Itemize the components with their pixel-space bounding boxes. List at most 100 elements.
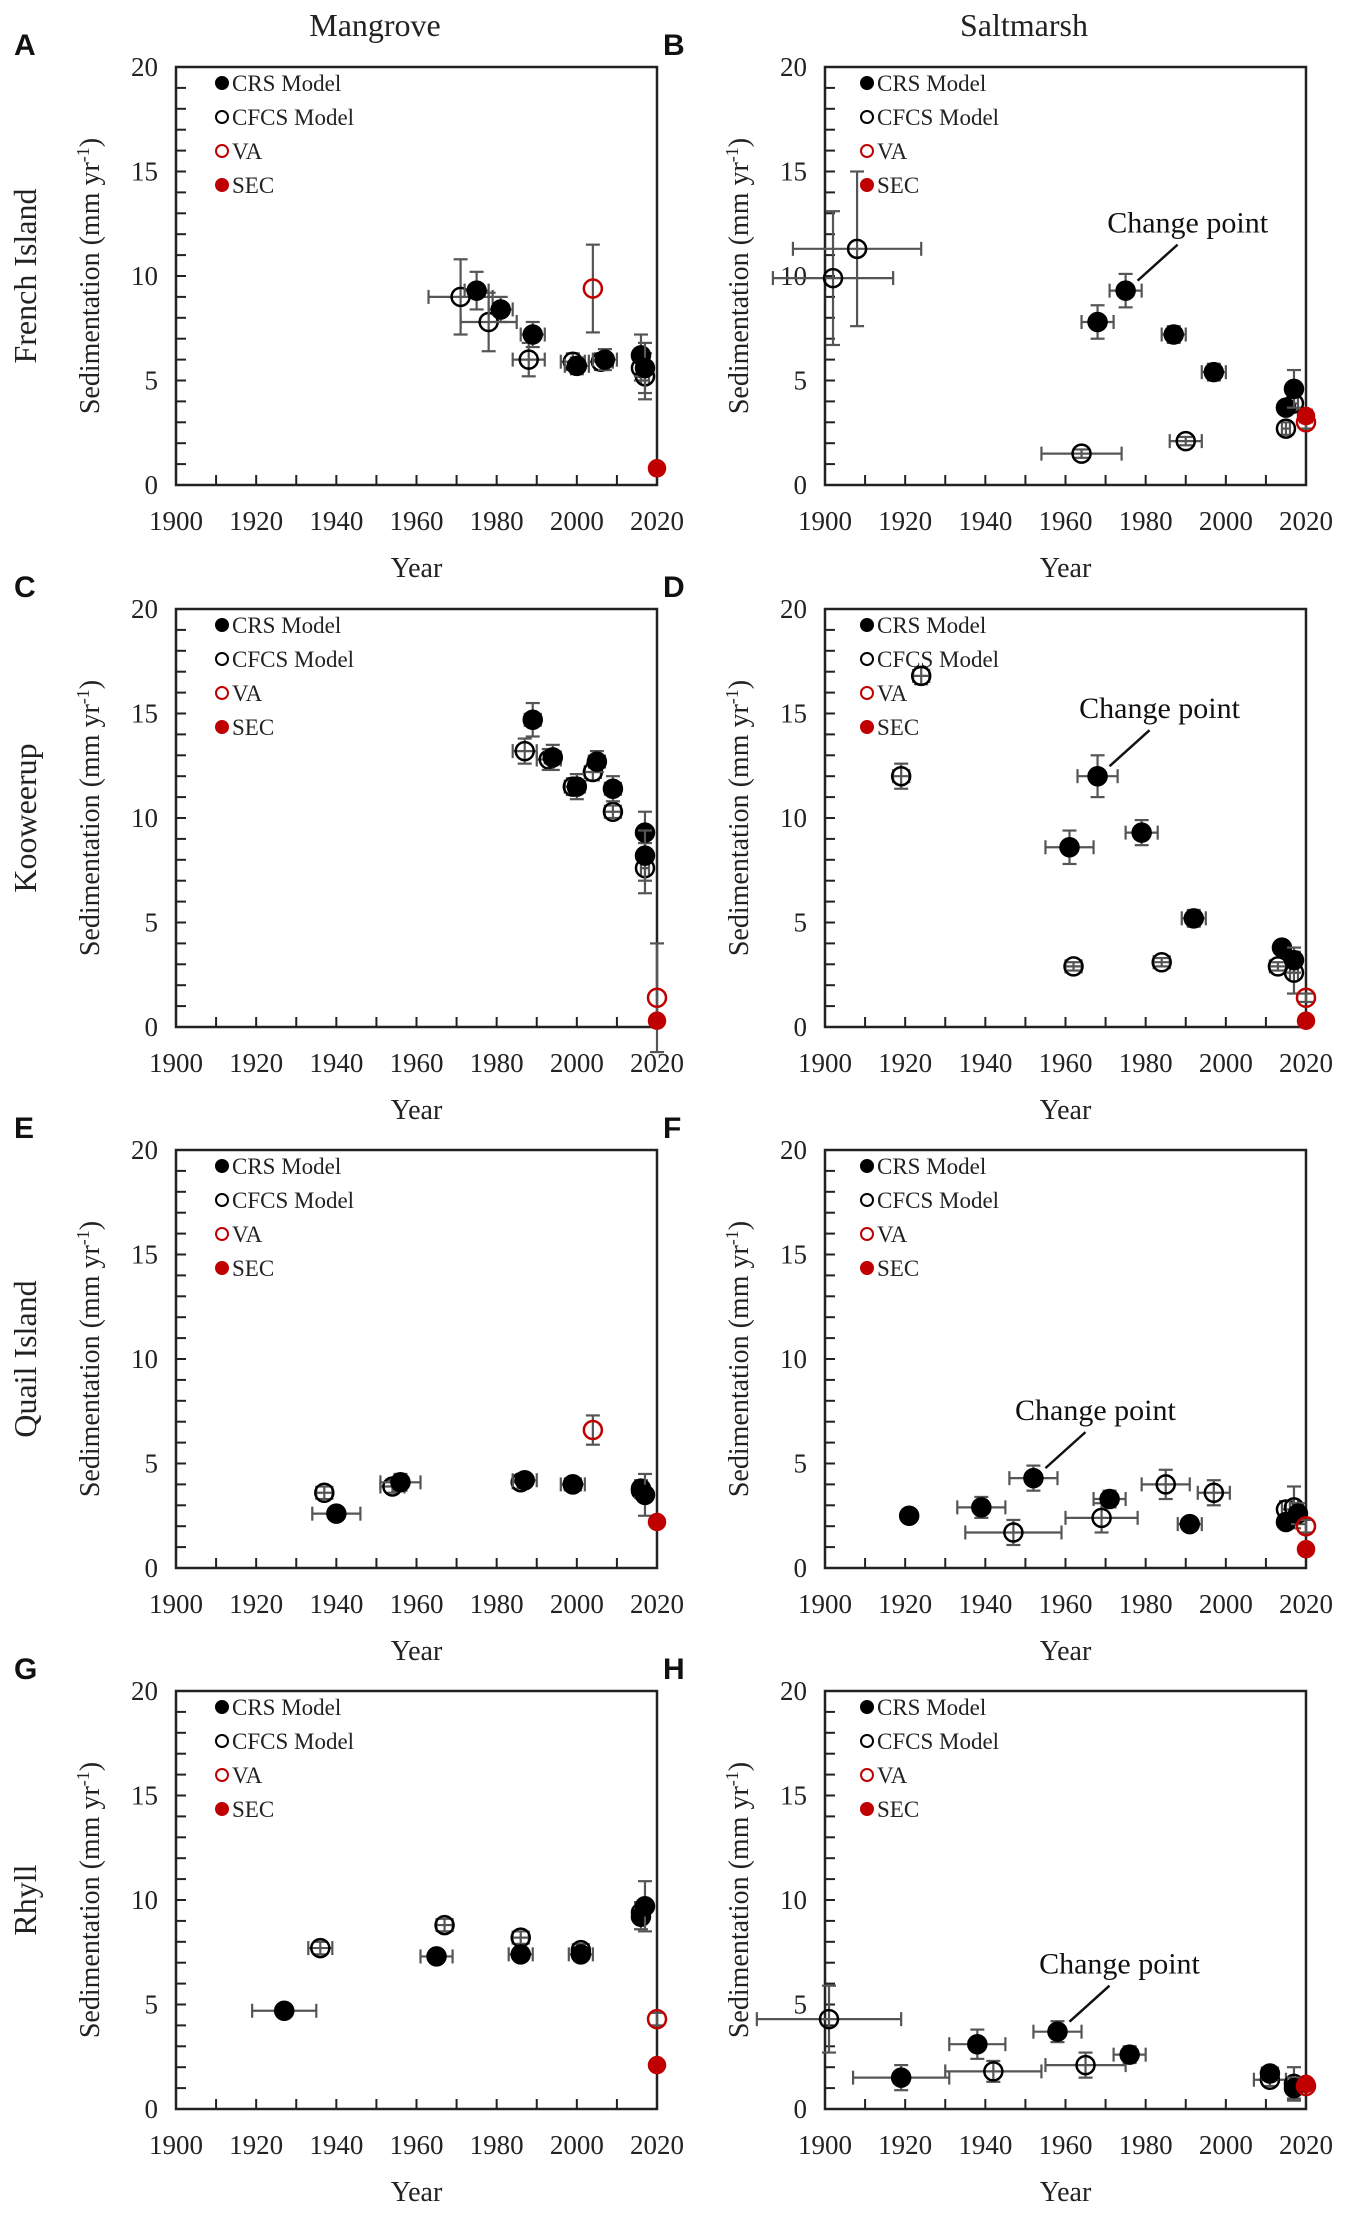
x-axis-title: Year — [1040, 1095, 1092, 1126]
y-tick-label: 5 — [145, 1449, 159, 1479]
crs-point — [898, 1505, 920, 1526]
x-tick-label: 1940 — [958, 1048, 1012, 1078]
y-tick-label: 0 — [794, 470, 808, 500]
crs-point — [1115, 280, 1136, 301]
site-label: Rhyll — [7, 1864, 43, 1935]
cfcs-errorbar — [1064, 959, 1083, 974]
y-axis-title: Sedimentation (mm yr-1) — [73, 1221, 106, 1497]
crs-point — [1087, 311, 1108, 333]
y-tick-label: 0 — [145, 1553, 159, 1583]
y-axis-title: Sedimentation (mm yr-1) — [722, 138, 755, 414]
y-axis-title-sup: -1 — [722, 689, 742, 704]
x-axis-title: Year — [1040, 2177, 1092, 2208]
x-tick-label: 1960 — [390, 506, 444, 536]
y-tick-label: 5 — [794, 366, 808, 396]
y-tick-label: 0 — [794, 1012, 808, 1042]
y-tick-label: 10 — [780, 261, 807, 291]
y-axis-title: Sedimentation (mm yr-1) — [73, 138, 106, 414]
cfcs-point — [1155, 1474, 1176, 1495]
legend-marker-crs — [860, 76, 874, 90]
legend-label: CFCS Model — [232, 1729, 354, 1754]
panel-f: F Sedimentation (mm yr-1) Year 0 5 10 15 20 1900… — [663, 1112, 1333, 1667]
legend-marker-sec — [215, 1802, 229, 1816]
legend-marker-cfcs — [860, 1193, 874, 1207]
cfcs-errorbar — [1168, 434, 1203, 449]
y-axis-title-end: ) — [724, 680, 755, 689]
x-tick-label: 1900 — [798, 1048, 852, 1078]
y-axis-title-main: Sedimentation (mm yr — [75, 1786, 106, 2039]
y-tick-label: 10 — [780, 1344, 807, 1374]
cfcs-errorbar — [1268, 959, 1288, 974]
legend-label: CFCS Model — [877, 105, 999, 130]
y-tick-label: 0 — [145, 2094, 159, 2124]
cfcs-point — [1275, 418, 1297, 439]
legend-label: CRS Model — [877, 1154, 986, 1179]
legend-marker-va — [860, 1227, 874, 1241]
y-tick-label: 15 — [131, 1240, 158, 1270]
panel-d: D Sedimentation (mm yr-1) Year 0 5 10 15 20 1900… — [663, 571, 1333, 1126]
cfcs-point — [518, 349, 539, 370]
legend-marker-crs — [215, 618, 229, 632]
legend-marker-cfcs — [860, 1734, 874, 1748]
legend-marker-crs — [860, 1700, 874, 1714]
va-errorbar — [650, 942, 664, 1054]
crs-point — [594, 349, 616, 370]
legend-marker-va — [215, 686, 229, 700]
va-point — [646, 2008, 668, 2030]
va-errorbar — [585, 243, 600, 334]
panel-b: B Sedimentation (mm yr-1) Year 0 5 10 15 20 1900… — [663, 29, 1333, 584]
crs-point — [1163, 324, 1184, 345]
x-tick-label: 1980 — [1119, 2130, 1173, 2160]
sec-point — [647, 1011, 667, 1030]
y-tick-label: 10 — [780, 1885, 807, 1915]
x-tick-label: 1900 — [149, 1048, 203, 1078]
crs-point — [1259, 2063, 1281, 2084]
legend-marker-sec — [215, 178, 229, 192]
x-tick-label: 1940 — [958, 506, 1012, 536]
y-tick-label: 10 — [131, 1885, 158, 1915]
legend-label: CRS Model — [232, 1695, 341, 1720]
x-tick-label: 1940 — [309, 1589, 363, 1619]
x-tick-label: 1960 — [390, 2130, 444, 2160]
sec-point — [1296, 406, 1316, 426]
sec-point — [647, 459, 667, 478]
legend-marker-cfcs — [215, 1193, 229, 1207]
y-tick-label: 0 — [145, 1012, 159, 1042]
x-tick-label: 1920 — [878, 1589, 932, 1619]
cfcs-errorbar — [511, 341, 546, 378]
crs-point — [1099, 1488, 1120, 1510]
legend-marker-va — [860, 1768, 874, 1782]
y-axis-title-sup: -1 — [722, 147, 742, 162]
panel-e: E Quail Island Sedimentation (mm yr-1) Year… — [7, 1112, 684, 1667]
y-axis-title-end: ) — [75, 680, 106, 689]
crs-point — [890, 2067, 912, 2088]
y-axis-title-main: Sedimentation (mm yr — [75, 704, 106, 957]
y-tick-label: 15 — [131, 699, 158, 729]
crs-point — [634, 357, 656, 379]
legend-label: SEC — [232, 1256, 274, 1281]
x-tick-label: 1940 — [309, 2130, 363, 2160]
legend-label: VA — [232, 1222, 263, 1247]
site-label: French Island — [7, 188, 43, 363]
cfcs-errorbar — [603, 804, 623, 820]
x-tick-label: 1920 — [229, 1589, 283, 1619]
x-tick-label: 2020 — [1279, 1048, 1333, 1078]
crs-point — [586, 751, 608, 772]
legend-marker-va — [860, 686, 874, 700]
panel-letter: D — [663, 571, 685, 604]
cfcs-point — [846, 238, 868, 260]
cfcs-errorbar — [1278, 421, 1293, 436]
va-point — [1295, 1515, 1317, 1537]
crs-point — [522, 324, 543, 345]
y-tick-label: 0 — [145, 470, 159, 500]
cfcs-errorbar — [1040, 446, 1123, 461]
panel-letter: H — [663, 1653, 685, 1686]
y-axis-title-main: Sedimentation (mm yr — [75, 1245, 106, 1498]
x-tick-label: 1900 — [798, 506, 852, 536]
y-tick-label: 5 — [145, 366, 159, 396]
crs-point — [514, 1469, 535, 1491]
crs-point — [566, 355, 588, 377]
crs-point — [634, 1484, 656, 1506]
legend-label: CFCS Model — [877, 1188, 999, 1213]
y-axis-title-sup: -1 — [73, 1771, 93, 1786]
